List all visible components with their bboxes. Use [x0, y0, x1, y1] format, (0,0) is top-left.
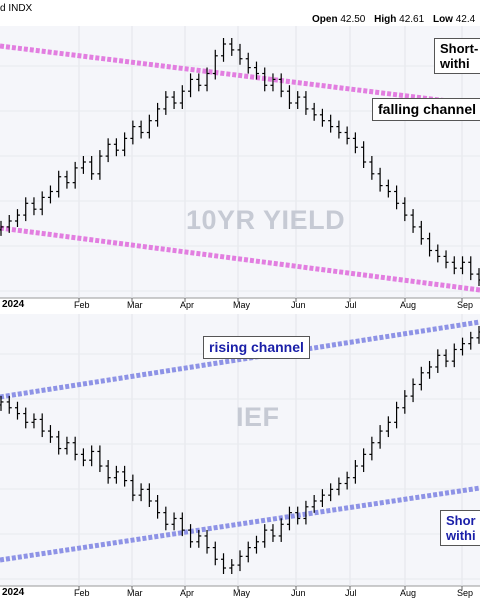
top-axis-aug: Aug [400, 300, 417, 310]
top-axis-year: 2024 [2, 299, 25, 310]
top-axis-mar: Mar [127, 300, 143, 310]
low-value: 42.4 [455, 14, 476, 25]
open-value: 42.50 [340, 14, 366, 25]
open-label: Open [312, 14, 338, 25]
bottom-axis-may: May [233, 588, 251, 598]
top-panel-background [0, 26, 480, 298]
top-channel-line-0 [0, 43, 480, 108]
top-axis-jun: Jun [291, 300, 306, 310]
top-axis-apr: Apr [180, 300, 195, 310]
top-falling-channel [0, 43, 480, 293]
bottom-price-bars [0, 326, 480, 574]
bottom-short-line1: Shor [446, 513, 476, 528]
bottom-axis-jun: Jun [291, 588, 306, 598]
top-axis-sep: Sep [457, 300, 474, 310]
bottom-channel-line-1 [0, 485, 480, 563]
bottom-short-line2: withi [446, 528, 476, 543]
ohlc-readout: Open 42.50 High 42.61 Low 42.4 [312, 14, 480, 25]
top-watermark: 10YR YIELD [186, 205, 346, 235]
rising-channel-label: rising channel [203, 336, 310, 359]
top-axis-jul: Jul [345, 300, 357, 310]
bottom-axis-year: 2024 [2, 587, 25, 598]
bottom-axis-jul: Jul [345, 588, 357, 598]
bottom-axis-aug: Aug [400, 588, 417, 598]
high-value: 42.61 [399, 14, 425, 25]
top-short-line1: Short- [440, 41, 479, 56]
bottom-axis-mar: Mar [127, 588, 143, 598]
top-axis-may: May [233, 300, 251, 310]
falling-channel-label: falling channel [372, 98, 480, 121]
bottom-axis-sep: Sep [457, 588, 474, 598]
top-short-annotation: Short- withi [434, 38, 480, 74]
bottom-watermark: IEF [236, 402, 280, 432]
bottom-axis-feb: Feb [74, 588, 90, 598]
high-label: High [374, 14, 397, 25]
top-short-line2: withi [440, 56, 470, 71]
top-price-bars [0, 38, 480, 286]
low-label: Low [432, 14, 453, 25]
bottom-channel-line-0 [0, 319, 480, 400]
bottom-short-annotation: Shor withi [440, 510, 480, 546]
chart-header-title: d INDX [0, 3, 33, 14]
bottom-rising-channel [0, 319, 480, 563]
top-axis-feb: Feb [74, 300, 90, 310]
bottom-axis-apr: Apr [180, 588, 195, 598]
top-channel-line-1 [0, 225, 480, 293]
